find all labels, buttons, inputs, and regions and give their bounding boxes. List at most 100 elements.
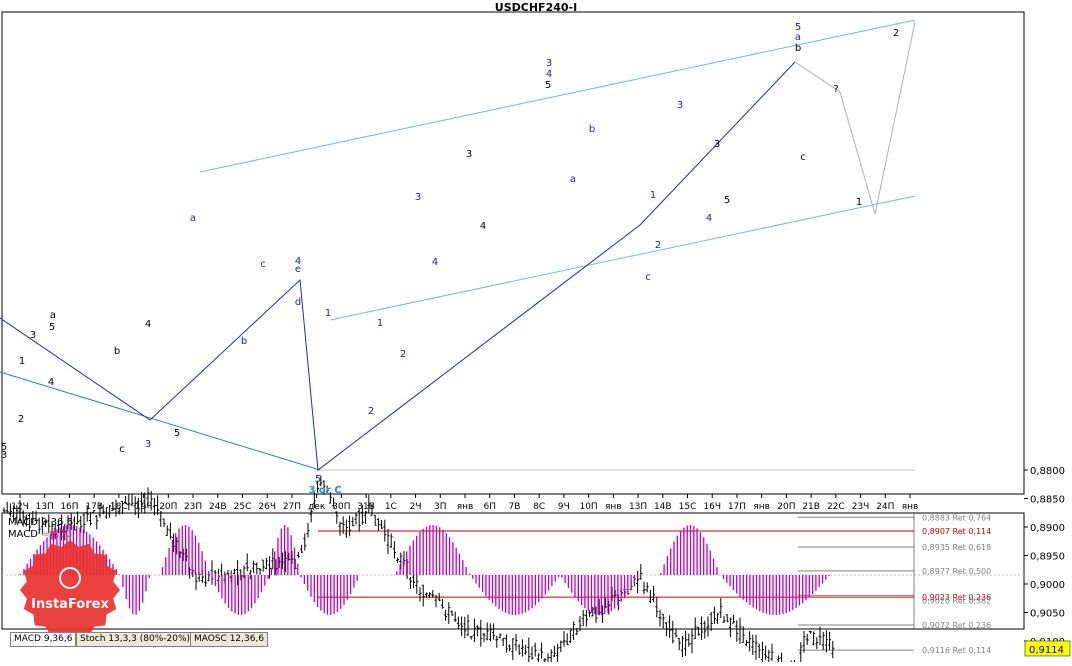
wave-label: b [795,43,801,54]
y-tick-label: 0,8950 [1030,552,1065,563]
level-label: 0,8883 Ret 0,764 [922,513,991,522]
wave-label: 1 [325,308,331,319]
wave-label: 5 [315,474,321,485]
wave-label: 1 [856,197,862,208]
wave-label: 3 [1,450,7,461]
wave-label: 3 [415,192,421,203]
wave-label: 2 [368,406,374,417]
x-tick-label: 23П [184,502,202,512]
level-label: 0,8977 Ret 0,500 [922,567,991,576]
wave-label: c [800,152,806,163]
wave-label: a [795,32,801,43]
x-tick-label: 22С [827,502,845,512]
x-tick-label: 6П [483,502,496,512]
channel-upper-line [199,19,916,173]
projection-path [794,21,916,215]
y-tick-label: 0,8800 [1030,466,1065,477]
x-tick-label: 31В [357,502,375,512]
wave-label: d [295,297,301,308]
level-label: 0,9072 Ret 0,236 [922,621,991,630]
wave-label: a [190,213,196,224]
wave-label: 5 [174,428,180,439]
x-tick-label: 24В [209,502,227,512]
x-tick-label: 1С [385,502,397,512]
x-tick-label: 9Ч [558,502,570,512]
wave-label: 3 [30,330,36,341]
x-tick-label: 27П [283,502,301,512]
wave-label: 3 or C [308,485,341,496]
instaforex-text: InstaForex [31,597,109,612]
wave-path [0,61,796,471]
wave-label: 5 [545,80,551,91]
wave-label: 1 [650,190,656,201]
price-frame [1,11,1025,495]
tab-maosc[interactable]: MAOSC 12,36,6 [190,632,269,647]
x-tick-label: 17П [728,502,746,512]
x-tick-label: янв [753,502,770,512]
wave-label: c [645,272,651,283]
wave-label: b [589,124,595,135]
wave-label: 3 [466,149,472,160]
wave-label: b [114,346,120,357]
tab-macd[interactable]: MACD 9,36,6 [10,632,77,647]
wave-label: 4 [480,221,486,232]
wave-label: 2 [18,414,24,425]
x-tick-label: 20П [159,502,177,512]
x-tick-label: 17В [85,502,103,512]
x-tick-label: 19Ч [135,502,153,512]
macd-signal-label: MACD =0,00 [8,529,72,540]
instaforex-seal [20,540,120,640]
x-tick-label: 20П [777,502,795,512]
wave-label: c [260,259,266,270]
wave-label: 2 [400,349,406,360]
wave-label: 2 [893,28,899,39]
level-label: 0,8907 Ret 0,114 [922,527,991,536]
x-tick-label: 7В [508,502,520,512]
y-tick-label: 0,9050 [1030,609,1065,620]
wave-label: 3 [714,139,720,150]
x-tick-label: 3П [434,502,447,512]
x-tick-label: 10П [579,502,597,512]
x-tick-label: дек [308,502,326,512]
x-tick-label: янв [902,502,919,512]
wave-label: 1 [377,318,383,329]
channel-lower-line [329,195,916,321]
wave-label: e [295,264,301,275]
wave-label: 2 [655,240,661,251]
wave-label: 4 [145,319,151,330]
chart-title: USDCHF240-I [495,1,577,14]
wave-label: ? [833,84,838,95]
trend-line-left [0,371,321,471]
wave-label: a [570,174,576,185]
x-tick-label: 16Ч [703,502,721,512]
wave-label: 3 [145,439,151,450]
wave-label: b [241,336,247,347]
y-tick-label: 0,8850 [1030,495,1065,506]
x-tick-label: 13П [36,502,54,512]
indicator-tab-bar: MACD 9,36,6 Stoch 13,3,3 (80%-20%) MAOSC… [0,631,1072,647]
wave-label: 5 [49,322,55,333]
x-tick-label: 8С [533,502,545,512]
x-tick-label: 15С [679,502,697,512]
y-tick-label: 0,8900 [1030,523,1065,534]
wave-label: 3 [546,58,552,69]
wave-label: c [119,444,125,455]
y-tick-label: 0,9000 [1030,580,1065,591]
x-tick-label: 23Ч [852,502,870,512]
x-tick-label: янв [605,502,622,512]
x-tick-label: янв [457,502,474,512]
wave-label: 1 [19,356,25,367]
level-label: 0,9116 Ret 0,114 [922,646,991,655]
instaforex-logo: InstaForex [20,540,120,640]
wave-label: a [50,310,56,321]
tab-stoch[interactable]: Stoch 13,3,3 (80%-20%) [76,632,195,647]
level-label: 0,9020 Ret 0,382 [922,596,991,605]
instaforex-emblem-icon [59,567,81,589]
x-tick-label: 13П [629,502,647,512]
x-tick-label: 30П [332,502,350,512]
level-label: 0,8935 Ret 0,618 [922,543,991,552]
